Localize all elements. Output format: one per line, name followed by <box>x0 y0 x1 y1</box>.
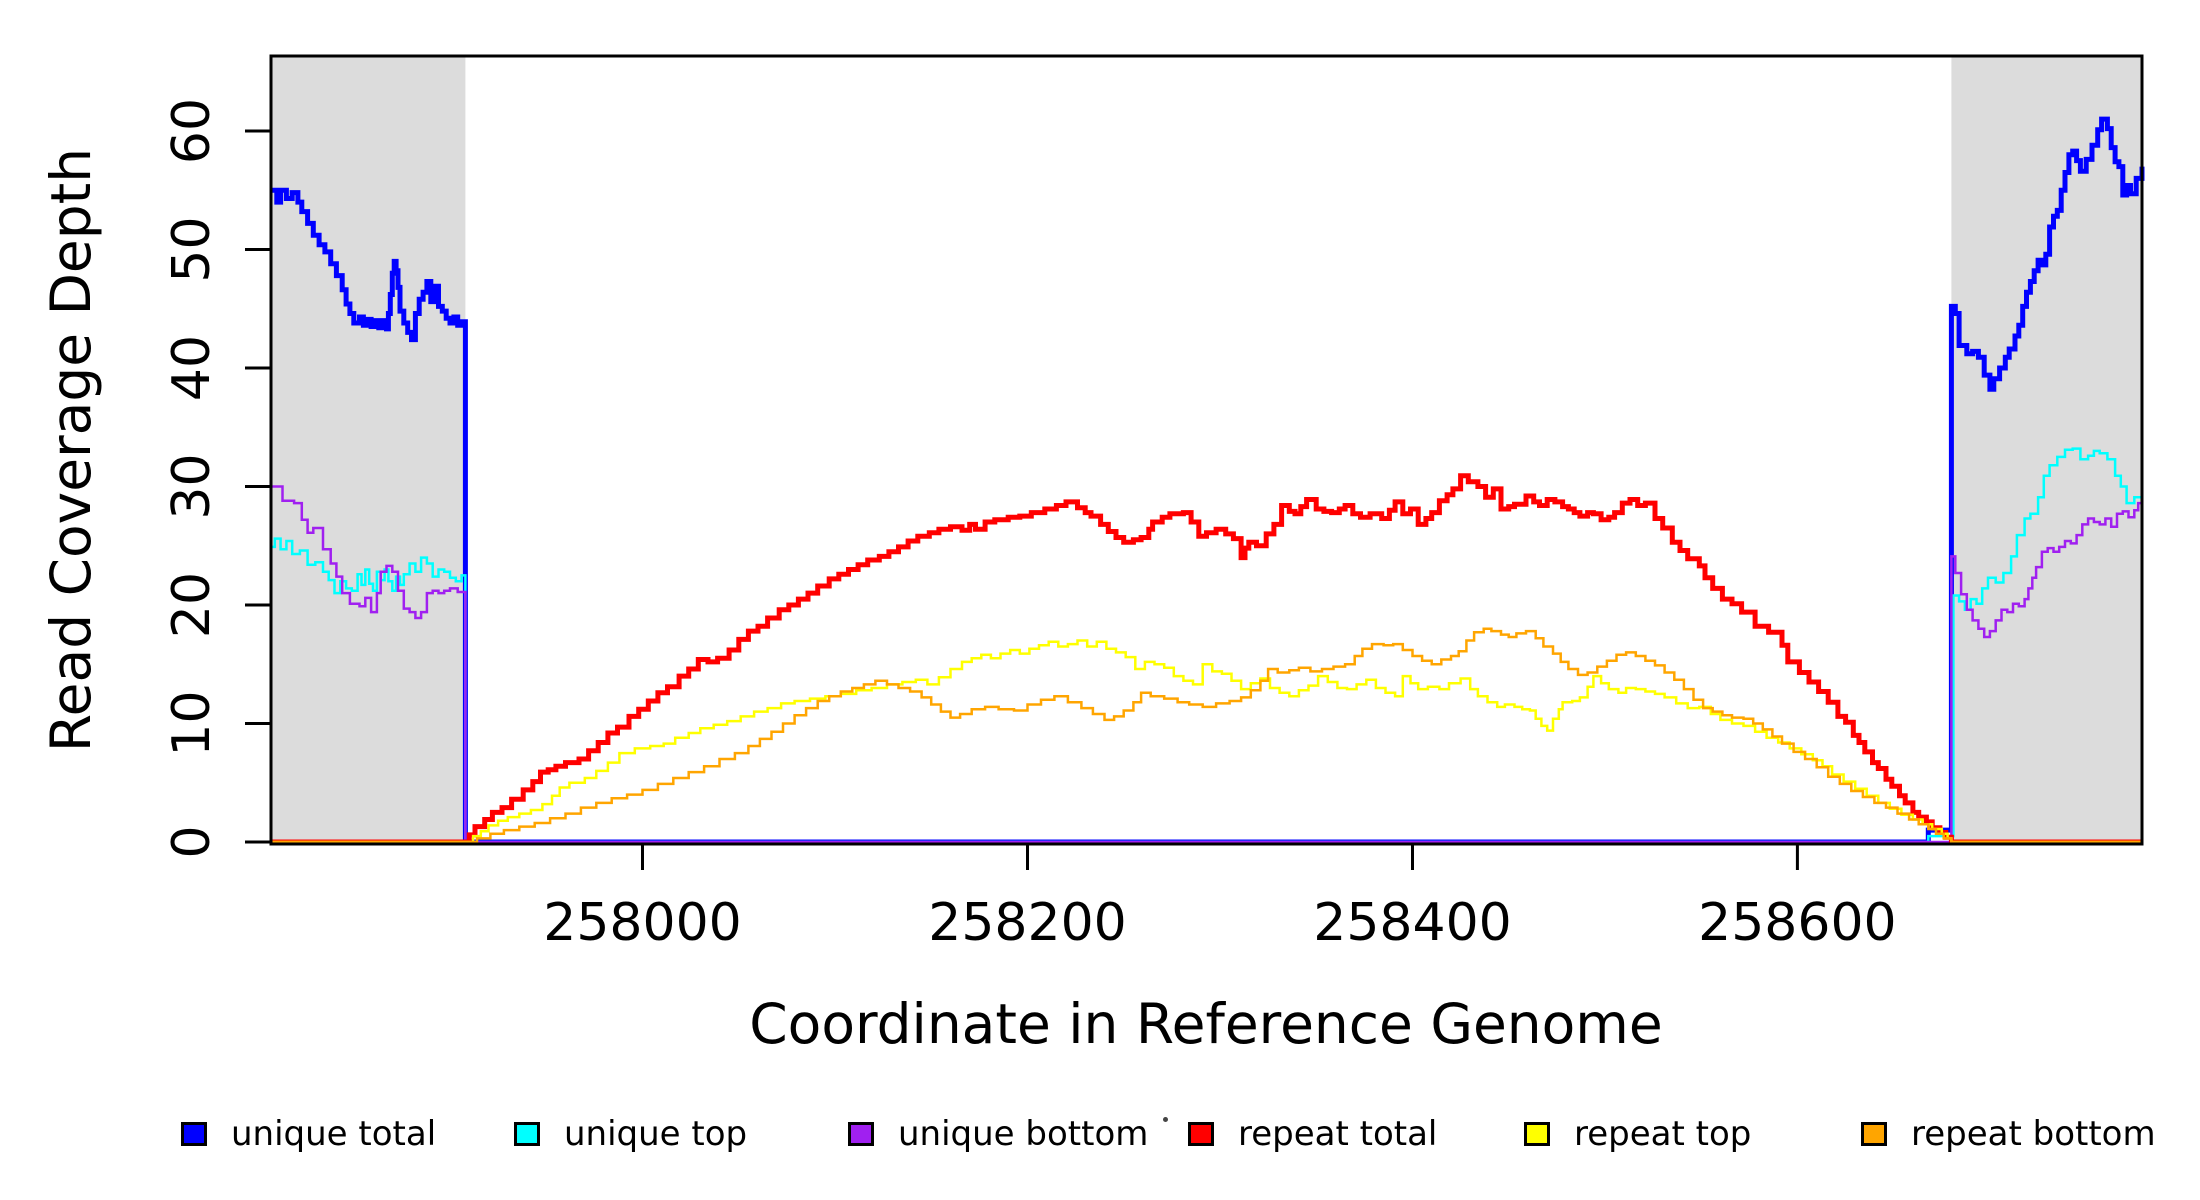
shaded-region-left <box>271 57 466 843</box>
legend-item-unique-total: unique total <box>181 1117 436 1151</box>
series-line-unique-top <box>271 447 2144 844</box>
x-tick-label: 258200 <box>928 893 1127 953</box>
series-line-repeat-bottom <box>271 627 2142 844</box>
y-tick-label: 40 <box>162 335 222 401</box>
y-axis-title: Read Coverage Depth <box>39 148 103 752</box>
legend-swatch-repeat-top-icon <box>1524 1122 1550 1146</box>
legend-artifact-dot <box>1163 1117 1168 1122</box>
legend-item-unique-top: unique top <box>514 1117 747 1151</box>
legend-item-repeat-total: repeat total <box>1188 1117 1437 1151</box>
shaded-region-right <box>1951 57 2142 843</box>
series-line-unique-bottom <box>271 485 2144 844</box>
x-tick-label: 258600 <box>1698 893 1897 953</box>
legend-swatch-unique-total-icon <box>181 1122 207 1146</box>
legend-item-repeat-bottom: repeat bottom <box>1861 1117 2156 1151</box>
legend-swatch-repeat-bottom-icon <box>1861 1122 1887 1146</box>
y-tick-label: 30 <box>162 453 222 519</box>
y-tick-label: 50 <box>162 216 222 282</box>
legend-label-repeat-total: repeat total <box>1238 1114 1438 1154</box>
legend-swatch-unique-top-icon <box>514 1122 540 1146</box>
legend-swatch-repeat-total-icon <box>1188 1122 1214 1146</box>
legend-label-unique-total: unique total <box>231 1114 437 1154</box>
legend-label-repeat-bottom: repeat bottom <box>1911 1114 2156 1154</box>
legend-label-repeat-top: repeat top <box>1574 1114 1752 1154</box>
y-tick-label: 20 <box>162 572 222 638</box>
plot-box <box>269 54 2144 846</box>
y-tick-label: 10 <box>162 690 222 756</box>
x-tick-label: 258000 <box>543 893 742 953</box>
series-line-repeat-total <box>271 473 2142 845</box>
series-line-unique-total <box>271 116 2145 845</box>
legend-label-unique-bottom: unique bottom <box>898 1114 1149 1154</box>
legend-item-unique-bottom: unique bottom <box>848 1117 1148 1151</box>
x-tick-label: 258400 <box>1313 893 1512 953</box>
x-axis-title: Coordinate in Reference Genome <box>749 992 1662 1056</box>
legend-item-repeat-top: repeat top <box>1524 1117 1751 1151</box>
legend-label-unique-top: unique top <box>564 1114 748 1154</box>
legend: unique total unique top unique bottom re… <box>0 0 2200 1151</box>
y-tick-label: 0 <box>162 825 222 858</box>
legend-swatch-unique-bottom-icon <box>848 1122 874 1146</box>
y-tick-label: 60 <box>162 98 222 164</box>
